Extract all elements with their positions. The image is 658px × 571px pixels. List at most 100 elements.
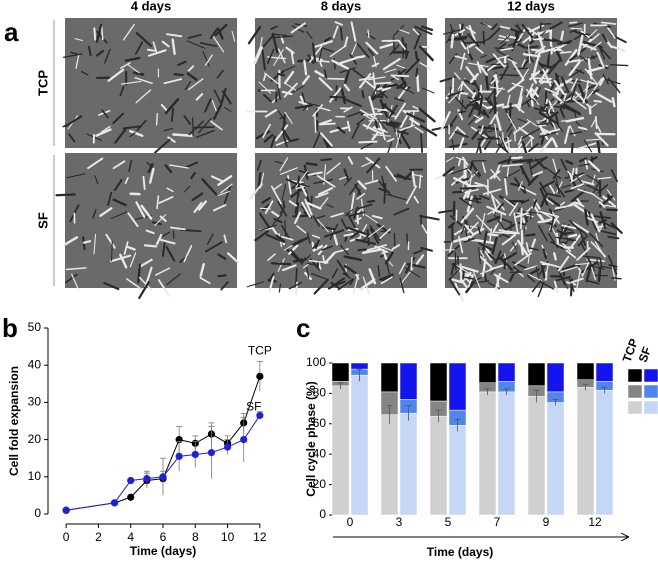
cell bbox=[487, 208, 497, 215]
cell bbox=[541, 128, 552, 134]
point bbox=[191, 450, 199, 459]
cell bbox=[390, 74, 410, 78]
cell bbox=[283, 70, 295, 85]
cell bbox=[386, 123, 398, 129]
cell bbox=[582, 40, 603, 49]
cell bbox=[413, 249, 424, 255]
cell bbox=[539, 187, 549, 206]
cell bbox=[317, 175, 336, 188]
cell bbox=[267, 253, 276, 261]
cell bbox=[204, 54, 213, 66]
cell bbox=[488, 282, 501, 290]
cell bbox=[367, 29, 370, 39]
cell bbox=[303, 59, 308, 76]
cell bbox=[568, 233, 578, 238]
x-tick-label: 9 bbox=[543, 515, 550, 529]
cell bbox=[602, 73, 609, 85]
cell bbox=[414, 126, 424, 134]
cell bbox=[517, 180, 523, 191]
cell bbox=[304, 198, 313, 216]
cell bbox=[451, 223, 454, 243]
cell bbox=[155, 112, 158, 126]
cell bbox=[529, 70, 541, 81]
cell bbox=[385, 193, 407, 201]
cell bbox=[459, 263, 463, 282]
cell bbox=[132, 71, 145, 76]
cell bbox=[357, 180, 367, 190]
cell bbox=[530, 87, 540, 98]
cell bbox=[296, 225, 307, 234]
cell bbox=[469, 72, 479, 84]
bar-segment bbox=[595, 390, 614, 516]
cell bbox=[464, 219, 468, 238]
cell bbox=[528, 273, 542, 282]
panel-label: c bbox=[296, 313, 310, 343]
cell bbox=[126, 63, 140, 74]
cell bbox=[511, 30, 521, 52]
cell bbox=[463, 79, 477, 86]
cell bbox=[487, 253, 496, 261]
cell bbox=[490, 168, 501, 182]
cell bbox=[164, 97, 180, 115]
cell bbox=[565, 249, 577, 259]
cell bbox=[395, 124, 415, 133]
cell bbox=[143, 244, 158, 248]
panel-label: b bbox=[2, 313, 18, 343]
cell bbox=[459, 278, 468, 289]
cell bbox=[406, 262, 426, 269]
cell bbox=[585, 79, 589, 94]
cell bbox=[107, 68, 125, 82]
cell bbox=[576, 198, 583, 206]
cell bbox=[611, 97, 616, 108]
cell bbox=[183, 245, 193, 263]
cell bbox=[313, 278, 329, 295]
cell bbox=[270, 135, 276, 148]
cell bbox=[564, 48, 578, 66]
x-tick-label: 3 bbox=[396, 515, 403, 529]
point bbox=[127, 493, 135, 501]
cell bbox=[451, 167, 470, 175]
cell bbox=[320, 158, 333, 162]
cell bbox=[391, 244, 401, 250]
cell bbox=[314, 70, 325, 78]
y-tick-label: 80 bbox=[313, 386, 327, 400]
cell bbox=[519, 207, 523, 230]
cell bbox=[514, 252, 532, 266]
cell bbox=[339, 67, 356, 74]
cell bbox=[197, 200, 208, 211]
cell bbox=[306, 31, 313, 40]
cell bbox=[508, 102, 512, 121]
cell bbox=[560, 227, 574, 232]
cell bbox=[467, 33, 480, 48]
cell bbox=[515, 30, 519, 45]
cell bbox=[95, 128, 112, 137]
cell bbox=[187, 33, 202, 39]
cell bbox=[312, 215, 321, 227]
cell bbox=[384, 251, 394, 265]
cell bbox=[549, 184, 556, 195]
cell bbox=[138, 280, 150, 300]
cell bbox=[568, 219, 584, 234]
cell bbox=[550, 241, 565, 250]
cell bbox=[210, 120, 223, 131]
cell bbox=[216, 27, 224, 40]
cell bbox=[599, 258, 603, 269]
cell bbox=[532, 37, 544, 41]
cell bbox=[177, 60, 187, 66]
cell bbox=[539, 181, 548, 195]
cell bbox=[578, 157, 588, 163]
cell bbox=[378, 122, 386, 141]
cell bbox=[494, 222, 499, 230]
cell bbox=[419, 62, 432, 70]
cell bbox=[186, 40, 206, 49]
cell bbox=[571, 167, 575, 177]
cell bbox=[527, 249, 531, 264]
legend-swatch bbox=[643, 384, 658, 399]
cell bbox=[163, 127, 174, 132]
cell bbox=[466, 187, 472, 199]
cell bbox=[320, 132, 333, 147]
cell bbox=[384, 68, 397, 73]
cell bbox=[190, 171, 196, 180]
cell bbox=[474, 181, 489, 188]
cell bbox=[352, 274, 359, 295]
